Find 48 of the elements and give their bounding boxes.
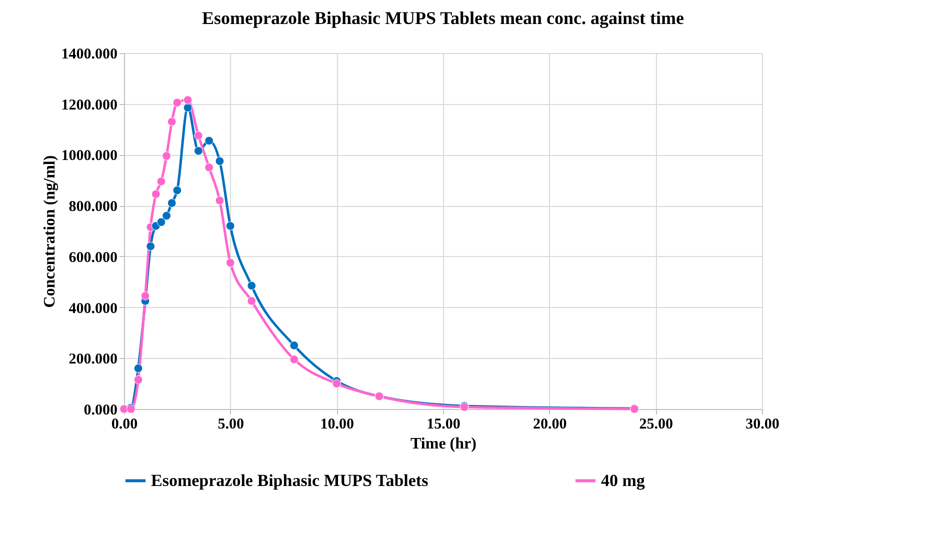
x-tick-label: 10.00 (320, 416, 354, 432)
y-tick-label: 200.000 (68, 352, 118, 368)
point (156, 176, 166, 186)
y-tick-label: 600.000 (68, 250, 118, 266)
y-axis-title: Concentration (ng/ml) (41, 155, 58, 308)
point (215, 156, 224, 166)
point (162, 152, 171, 160)
point (290, 354, 299, 364)
point (215, 196, 224, 205)
point (172, 98, 182, 108)
point (151, 190, 160, 199)
y-tick-label: 800.000 (68, 199, 118, 216)
x-tick-label: 25.00 (639, 416, 674, 432)
x-tick-label: 20.00 (532, 416, 567, 432)
point (226, 258, 235, 268)
point (204, 163, 214, 172)
y-tick-label: 1000.000 (61, 148, 118, 164)
point (156, 218, 166, 227)
x-tick-label: 30.00 (746, 416, 780, 432)
x-tick-label: 5.00 (218, 416, 244, 432)
y-tick-label: 400.000 (68, 300, 118, 317)
x-axis-title: Time (hr) (410, 436, 476, 452)
point (194, 131, 203, 140)
point (134, 364, 143, 373)
y-tick-label: 1200.000 (61, 97, 118, 114)
point (247, 296, 256, 306)
legend-label: 40 mg (601, 470, 646, 490)
point (183, 103, 192, 112)
point (162, 211, 171, 220)
point (167, 117, 176, 126)
legend-label: Esomeprazole Biphasic MUPS Tablets (151, 470, 429, 490)
point (226, 221, 235, 230)
point (172, 186, 182, 195)
x-tick-label: 0.00 (111, 416, 138, 432)
point (140, 291, 150, 300)
point (146, 242, 156, 251)
point (332, 379, 342, 388)
point (183, 96, 192, 104)
point (134, 375, 143, 384)
point (204, 136, 214, 146)
point (167, 198, 176, 208)
y-tick-label: 1400.000 (61, 46, 118, 62)
point (290, 341, 299, 350)
point (247, 281, 256, 290)
chart-title: Esomeprazole Biphasic MUPS Tablets mean conc. against time (202, 8, 684, 28)
point (194, 146, 203, 156)
y-tick-label: 0.000 (84, 402, 118, 418)
x-tick-label: 15.00 (426, 416, 460, 432)
